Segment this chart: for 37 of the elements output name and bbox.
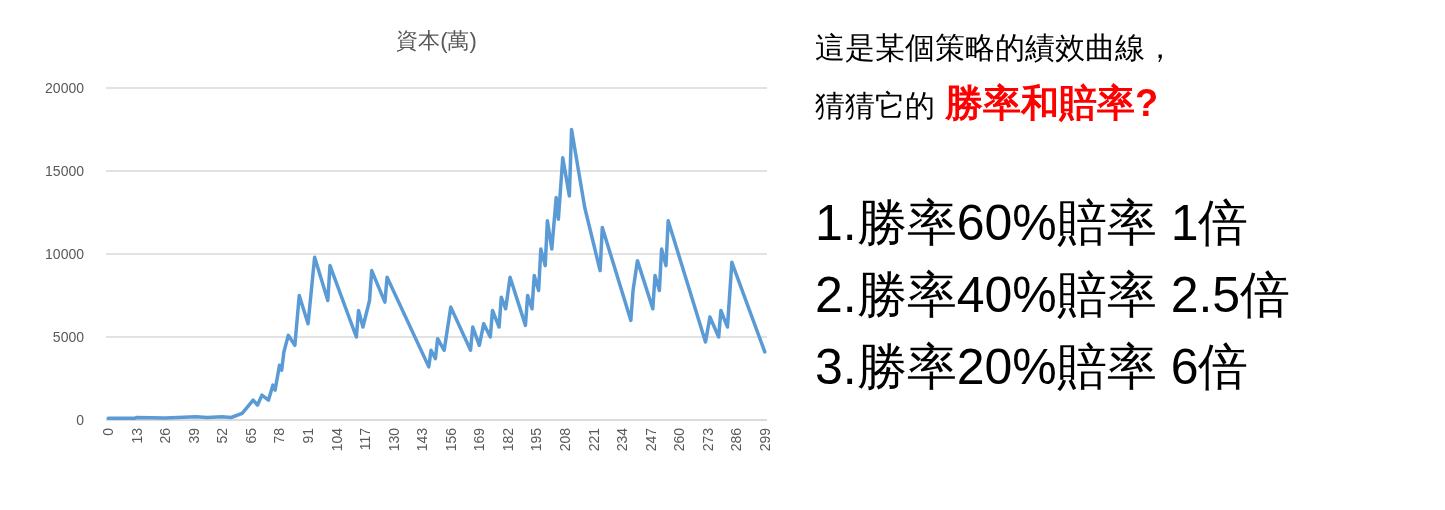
x-tick-label: 0: [100, 427, 117, 436]
x-tick-label: 208: [556, 427, 573, 452]
line-series: [106, 127, 767, 421]
x-tick-label: 182: [499, 427, 516, 452]
x-tick-label: 91: [300, 427, 317, 444]
x-tick-label: 39: [185, 427, 202, 444]
text: 勝率和賠率?: [944, 82, 1159, 124]
x-tick-label: 13: [128, 427, 145, 444]
x-tick-label: 260: [671, 427, 688, 452]
x-tick-label: 65: [242, 427, 259, 444]
x-tick-label: 286: [728, 427, 745, 452]
x-tick-label: 234: [614, 427, 631, 452]
y-tick-label: 0: [76, 412, 85, 428]
text: 猜猜它的: [815, 89, 935, 122]
chart-title: 資本(萬): [396, 28, 477, 53]
x-tick-label: 299: [756, 427, 773, 452]
x-tick-label: 169: [471, 427, 488, 452]
x-tick-label: 52: [214, 427, 231, 444]
y-tick-label: 15000: [45, 163, 85, 179]
x-tick-label: 26: [157, 427, 174, 444]
y-tick-label: 10000: [45, 246, 85, 262]
x-tick-label: 117: [357, 427, 374, 451]
x-tick-label: 273: [699, 427, 716, 452]
text: 2.勝率40%賠率 2.5倍: [815, 267, 1291, 323]
x-tick-label: 156: [442, 427, 459, 452]
x-tick-label: 78: [271, 427, 288, 444]
text: 這是某個策略的績效曲線，: [815, 31, 1175, 64]
y-tick-label: 5000: [52, 329, 85, 345]
text: 1.勝率60%賠率 1倍: [815, 195, 1249, 251]
x-tick-label: 247: [642, 427, 659, 452]
x-tick-label: 195: [528, 427, 545, 452]
text: 3.勝率20%賠率 6倍: [815, 339, 1249, 395]
x-tick-label: 104: [328, 427, 345, 452]
x-tick-label: 130: [385, 427, 402, 452]
x-tick-label: 221: [585, 427, 602, 452]
x-tick-label: 143: [414, 427, 431, 452]
y-tick-label: 20000: [45, 80, 85, 96]
